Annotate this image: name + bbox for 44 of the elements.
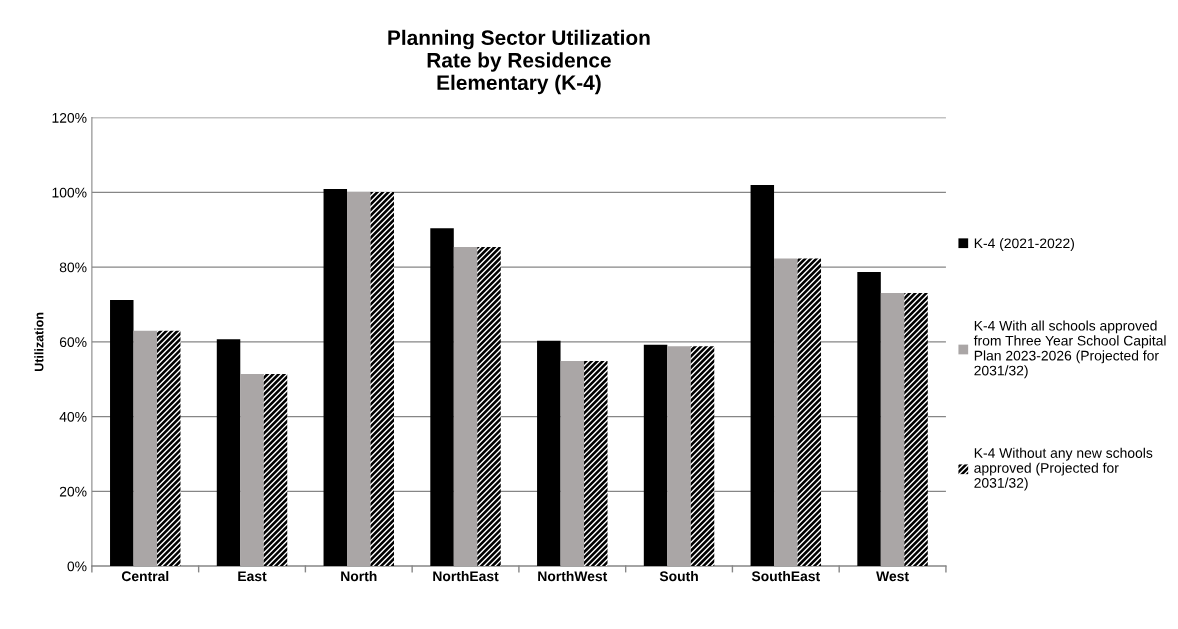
bar (430, 228, 454, 567)
y-tick-label: 80% (59, 262, 87, 273)
bar (240, 374, 264, 567)
bar (643, 344, 668, 567)
bar (774, 258, 798, 567)
bar (560, 360, 585, 567)
bar (157, 330, 181, 567)
chart-title: Planning Sector Utilization Rate by Residence Elementary (K-4) (388, 29, 650, 95)
legend-label: K-4 (2021-2022) (974, 238, 1074, 251)
bar (323, 189, 348, 567)
x-tick-label: Central (121, 570, 169, 582)
bar (797, 258, 822, 567)
bar (216, 339, 241, 567)
bar (477, 246, 501, 567)
bar (370, 192, 394, 567)
bar (584, 360, 608, 567)
bar (537, 340, 561, 567)
legend-label: K-4 Without any new schools approved (Projected for 2031/32) (974, 447, 1153, 491)
y-axis-title: Utilization (34, 312, 44, 371)
x-tick-label: West (876, 571, 909, 582)
y-tick-label: 60% (59, 337, 87, 348)
x-tick-label: SouthEast (751, 570, 820, 582)
bar (750, 184, 775, 567)
y-tick-label: 120% (52, 112, 87, 123)
bar (133, 330, 158, 567)
y-tick-label: 100% (52, 187, 87, 198)
bar (263, 374, 288, 567)
bar (110, 300, 134, 567)
x-tick-label: NorthWest (538, 570, 608, 582)
y-tick-label: 0% (67, 561, 87, 572)
x-tick-label: South (659, 570, 698, 582)
bar (347, 192, 371, 567)
y-tick-label: 40% (59, 411, 87, 422)
bar (690, 346, 715, 567)
bar (857, 271, 881, 567)
bar (453, 246, 478, 567)
y-tick-label: 20% (59, 486, 87, 497)
bar (667, 346, 691, 567)
x-tick-label: East (238, 571, 267, 582)
x-tick-label: North (341, 570, 377, 582)
bar (904, 292, 928, 567)
bar (880, 292, 905, 567)
legend-label: K-4 With all schools approved from Three Year School Capital Plan 2023-2026 (Projected for 2031/32) (973, 320, 1166, 379)
x-tick-label: NorthEast (433, 570, 499, 582)
